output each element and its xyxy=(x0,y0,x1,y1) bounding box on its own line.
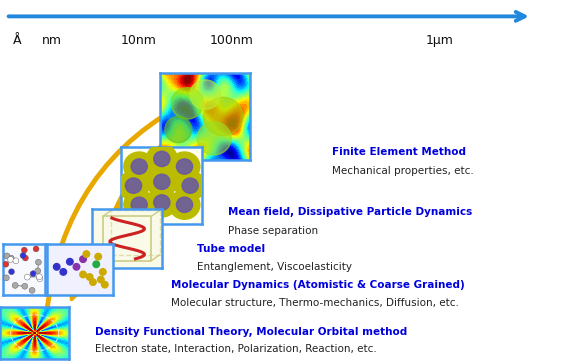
Text: Mean field, Dissipative Particle Dynamics: Mean field, Dissipative Particle Dynamic… xyxy=(228,207,473,217)
Text: Molecular Dynamics (Atomistic & Coarse Grained): Molecular Dynamics (Atomistic & Coarse G… xyxy=(171,280,464,290)
Text: Tube model: Tube model xyxy=(197,244,265,254)
Text: Entanglement, Viscoelasticity: Entanglement, Viscoelasticity xyxy=(197,262,351,272)
Text: Molecular structure, Thermo-mechanics, Diffusion, etc.: Molecular structure, Thermo-mechanics, D… xyxy=(171,298,458,308)
Text: Electron state, Interaction, Polarization, Reaction, etc.: Electron state, Interaction, Polarizatio… xyxy=(95,344,377,354)
Text: Finite Element Method: Finite Element Method xyxy=(332,147,466,157)
Text: nm: nm xyxy=(42,34,62,47)
Text: Å: Å xyxy=(13,34,21,47)
Text: Mechanical properties, etc.: Mechanical properties, etc. xyxy=(332,166,474,176)
Text: 1μm: 1μm xyxy=(425,34,453,47)
Text: 10nm: 10nm xyxy=(121,34,157,47)
Text: Phase separation: Phase separation xyxy=(228,226,318,236)
Text: 100nm: 100nm xyxy=(209,34,253,47)
Text: Density Functional Theory, Molecular Orbital method: Density Functional Theory, Molecular Orb… xyxy=(95,327,407,337)
